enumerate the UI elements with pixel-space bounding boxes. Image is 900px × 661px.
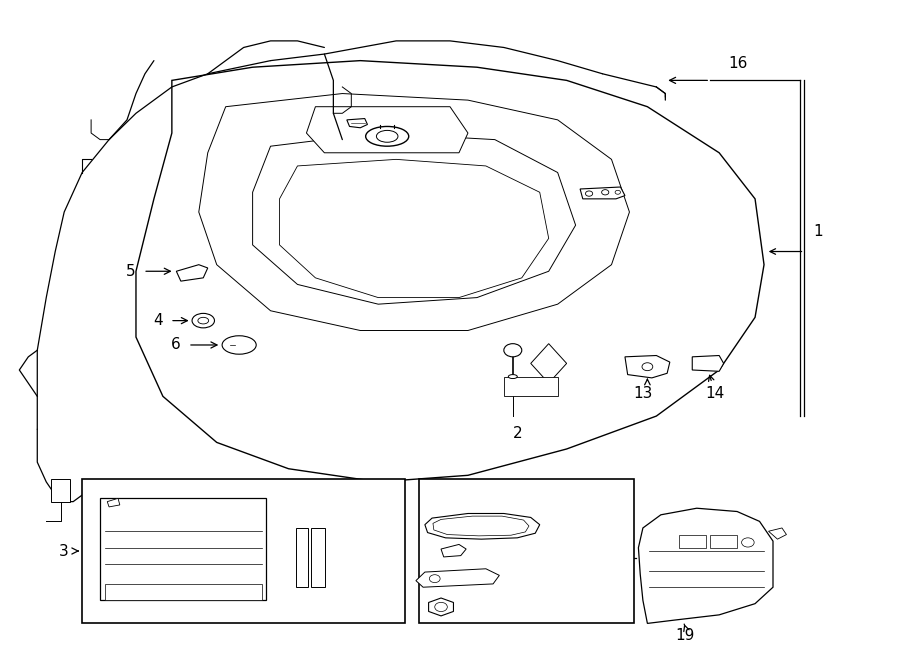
Bar	[679, 535, 706, 548]
Polygon shape	[504, 377, 558, 397]
Polygon shape	[416, 568, 500, 587]
Bar	[50, 479, 70, 502]
Circle shape	[615, 190, 620, 194]
Ellipse shape	[198, 317, 209, 324]
Circle shape	[435, 602, 447, 611]
Polygon shape	[280, 159, 549, 297]
Bar	[710, 535, 737, 548]
Polygon shape	[433, 516, 529, 536]
Text: 3: 3	[58, 543, 68, 559]
Text: 15: 15	[584, 157, 603, 173]
Polygon shape	[176, 264, 208, 281]
Text: 9: 9	[643, 550, 652, 565]
Text: 16: 16	[728, 56, 748, 71]
Polygon shape	[531, 344, 567, 383]
Text: 12: 12	[468, 600, 486, 614]
Bar	[100, 498, 266, 600]
Ellipse shape	[365, 126, 409, 146]
Circle shape	[429, 574, 440, 582]
Bar	[418, 479, 634, 623]
Text: 10: 10	[504, 542, 521, 556]
Text: 14: 14	[705, 387, 725, 401]
Polygon shape	[107, 498, 120, 507]
Text: 8: 8	[293, 595, 302, 609]
Polygon shape	[306, 106, 468, 153]
Text: 1: 1	[814, 224, 823, 239]
Polygon shape	[692, 356, 724, 371]
Ellipse shape	[376, 130, 398, 142]
Bar	[82, 479, 405, 623]
Circle shape	[742, 538, 754, 547]
Polygon shape	[441, 545, 466, 557]
Ellipse shape	[508, 375, 518, 379]
Text: 18: 18	[432, 129, 451, 144]
Polygon shape	[428, 598, 454, 616]
Polygon shape	[253, 133, 576, 304]
Text: 4: 4	[153, 313, 163, 328]
Text: 11: 11	[507, 568, 525, 582]
Text: 19: 19	[675, 628, 695, 643]
Text: 17: 17	[292, 102, 310, 118]
Bar	[104, 584, 262, 600]
Bar	[296, 528, 308, 587]
Circle shape	[601, 190, 608, 195]
Bar	[310, 528, 325, 587]
Text: 2: 2	[512, 426, 522, 441]
Text: 7: 7	[322, 595, 330, 609]
Polygon shape	[638, 508, 773, 623]
Polygon shape	[425, 514, 540, 539]
Polygon shape	[625, 356, 670, 378]
Ellipse shape	[192, 313, 214, 328]
Text: 13: 13	[634, 387, 652, 401]
Polygon shape	[580, 187, 625, 199]
Polygon shape	[769, 528, 787, 539]
Ellipse shape	[222, 336, 256, 354]
Text: 6: 6	[171, 338, 181, 352]
Polygon shape	[199, 94, 629, 330]
Circle shape	[586, 191, 593, 196]
Polygon shape	[346, 118, 367, 128]
Circle shape	[642, 363, 652, 371]
Circle shape	[504, 344, 522, 357]
Text: 5: 5	[126, 264, 136, 279]
Polygon shape	[136, 61, 764, 482]
